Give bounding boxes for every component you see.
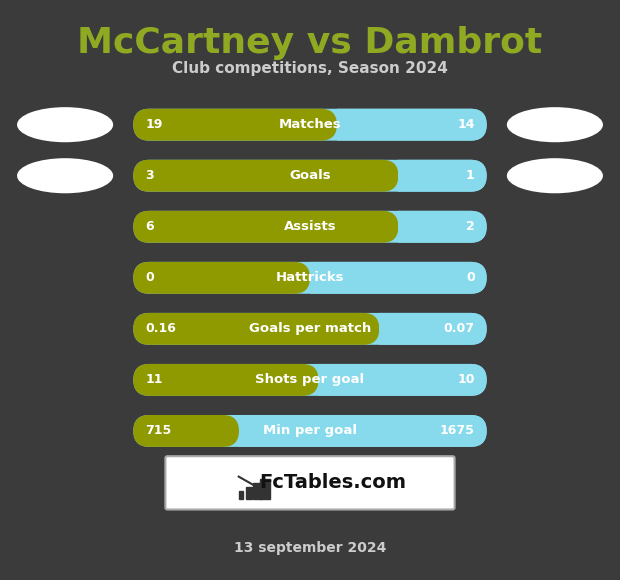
FancyBboxPatch shape xyxy=(133,160,487,191)
FancyBboxPatch shape xyxy=(383,211,487,242)
Text: Shots per goal: Shots per goal xyxy=(255,374,365,386)
FancyBboxPatch shape xyxy=(223,415,487,447)
FancyBboxPatch shape xyxy=(363,313,487,345)
Text: FcTables.com: FcTables.com xyxy=(259,473,406,492)
FancyBboxPatch shape xyxy=(133,109,337,140)
Bar xyxy=(260,478,270,499)
Text: Assists: Assists xyxy=(284,220,336,233)
Text: 0: 0 xyxy=(466,271,475,284)
FancyBboxPatch shape xyxy=(133,211,399,242)
FancyBboxPatch shape xyxy=(133,211,487,242)
Text: 13 september 2024: 13 september 2024 xyxy=(234,541,386,555)
Text: Matches: Matches xyxy=(278,118,342,131)
Ellipse shape xyxy=(17,107,113,142)
Text: 1: 1 xyxy=(466,169,475,182)
Text: Club competitions, Season 2024: Club competitions, Season 2024 xyxy=(172,61,448,76)
Text: Hattricks: Hattricks xyxy=(276,271,344,284)
FancyBboxPatch shape xyxy=(133,262,487,293)
FancyBboxPatch shape xyxy=(383,160,487,191)
FancyBboxPatch shape xyxy=(133,415,239,447)
Text: 11: 11 xyxy=(145,374,163,386)
Text: 14: 14 xyxy=(457,118,475,131)
Text: 0: 0 xyxy=(145,271,154,284)
Text: Min per goal: Min per goal xyxy=(263,425,357,437)
Text: 0.16: 0.16 xyxy=(145,322,176,335)
Text: 10: 10 xyxy=(457,374,475,386)
Text: Goals: Goals xyxy=(289,169,331,182)
FancyBboxPatch shape xyxy=(133,364,487,396)
FancyBboxPatch shape xyxy=(133,160,399,191)
Text: 19: 19 xyxy=(145,118,162,131)
FancyBboxPatch shape xyxy=(133,262,310,293)
Ellipse shape xyxy=(17,158,113,193)
FancyBboxPatch shape xyxy=(133,313,487,345)
FancyBboxPatch shape xyxy=(133,415,487,447)
Bar xyxy=(253,483,260,499)
Bar xyxy=(246,487,252,499)
Text: McCartney vs Dambrot: McCartney vs Dambrot xyxy=(78,26,542,60)
FancyBboxPatch shape xyxy=(321,109,487,140)
Text: 2: 2 xyxy=(466,220,475,233)
Text: 0.07: 0.07 xyxy=(444,322,475,335)
Text: 715: 715 xyxy=(145,425,172,437)
FancyBboxPatch shape xyxy=(133,109,487,140)
Text: 1675: 1675 xyxy=(440,425,475,437)
FancyBboxPatch shape xyxy=(294,262,487,293)
FancyBboxPatch shape xyxy=(133,364,319,396)
Text: 3: 3 xyxy=(145,169,154,182)
Text: 6: 6 xyxy=(145,220,154,233)
FancyBboxPatch shape xyxy=(303,364,487,396)
Text: Goals per match: Goals per match xyxy=(249,322,371,335)
Ellipse shape xyxy=(507,158,603,193)
FancyBboxPatch shape xyxy=(166,456,454,509)
Ellipse shape xyxy=(507,107,603,142)
FancyBboxPatch shape xyxy=(133,313,379,345)
Bar xyxy=(239,491,242,499)
